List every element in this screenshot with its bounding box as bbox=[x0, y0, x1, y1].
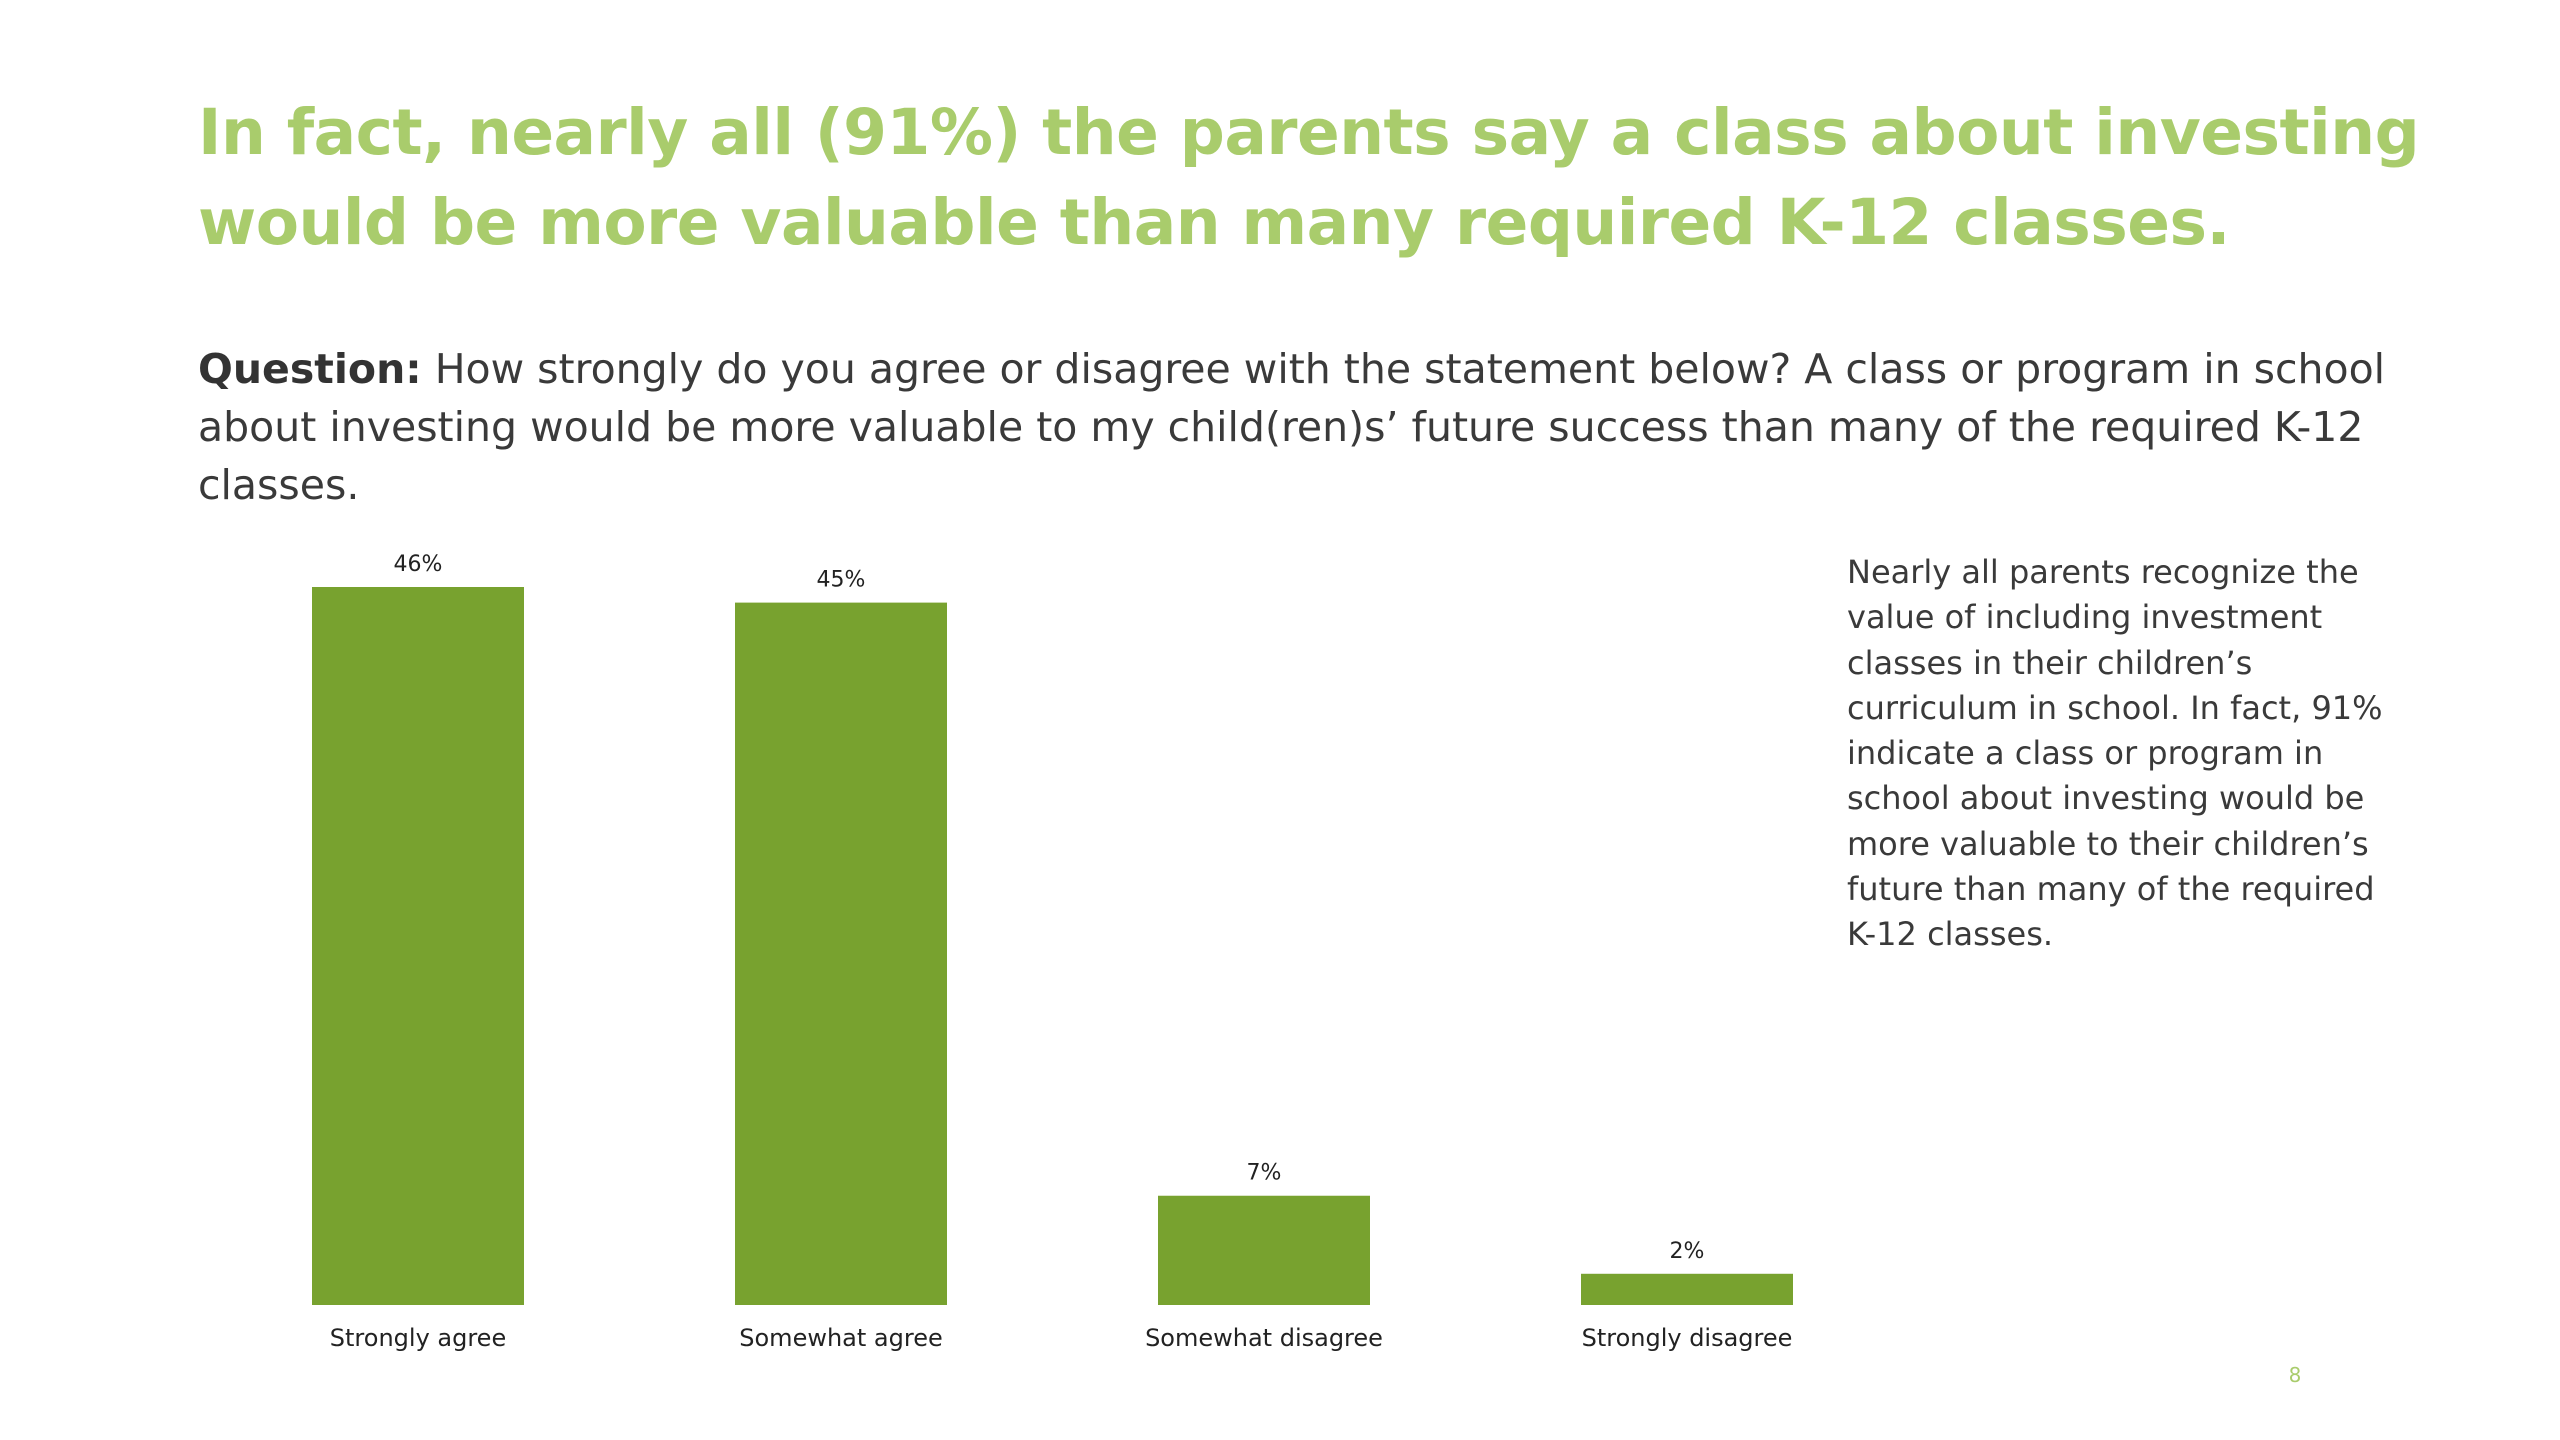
question-label: Question: bbox=[198, 345, 422, 393]
bars-group bbox=[312, 587, 1793, 1305]
category-label: Somewhat agree bbox=[739, 1324, 942, 1352]
value-labels-group: 46% 45% 7% 2% bbox=[394, 552, 1705, 1264]
bar-somewhat-disagree bbox=[1158, 1195, 1370, 1305]
survey-question: Question: How strongly do you agree or d… bbox=[198, 340, 2398, 514]
slide-title: In fact, nearly all (91%) the parents sa… bbox=[198, 96, 2420, 259]
value-label: 2% bbox=[1670, 1239, 1705, 1264]
value-label: 46% bbox=[394, 552, 443, 577]
side-note: Nearly all parents recognize the value o… bbox=[1847, 553, 2383, 954]
bar-strongly-disagree bbox=[1581, 1273, 1793, 1305]
value-label: 7% bbox=[1247, 1161, 1282, 1186]
category-label: Somewhat disagree bbox=[1145, 1324, 1383, 1352]
question-text: How strongly do you agree or disagree wi… bbox=[198, 345, 2386, 509]
bar-chart: 46%45%7%2% Strongly agree Somewhat agree S… bbox=[312, 552, 1793, 1352]
page-number: 8 bbox=[2288, 1363, 2302, 1387]
category-label: Strongly disagree bbox=[1582, 1324, 1793, 1352]
category-labels-group: Strongly agree Somewhat agree Somewhat dis… bbox=[330, 1324, 1793, 1352]
bar-strongly-agree bbox=[312, 587, 524, 1305]
bar-somewhat-agree bbox=[735, 602, 947, 1305]
category-label: Strongly agree bbox=[330, 1324, 506, 1352]
value-label: 45% bbox=[817, 568, 866, 593]
